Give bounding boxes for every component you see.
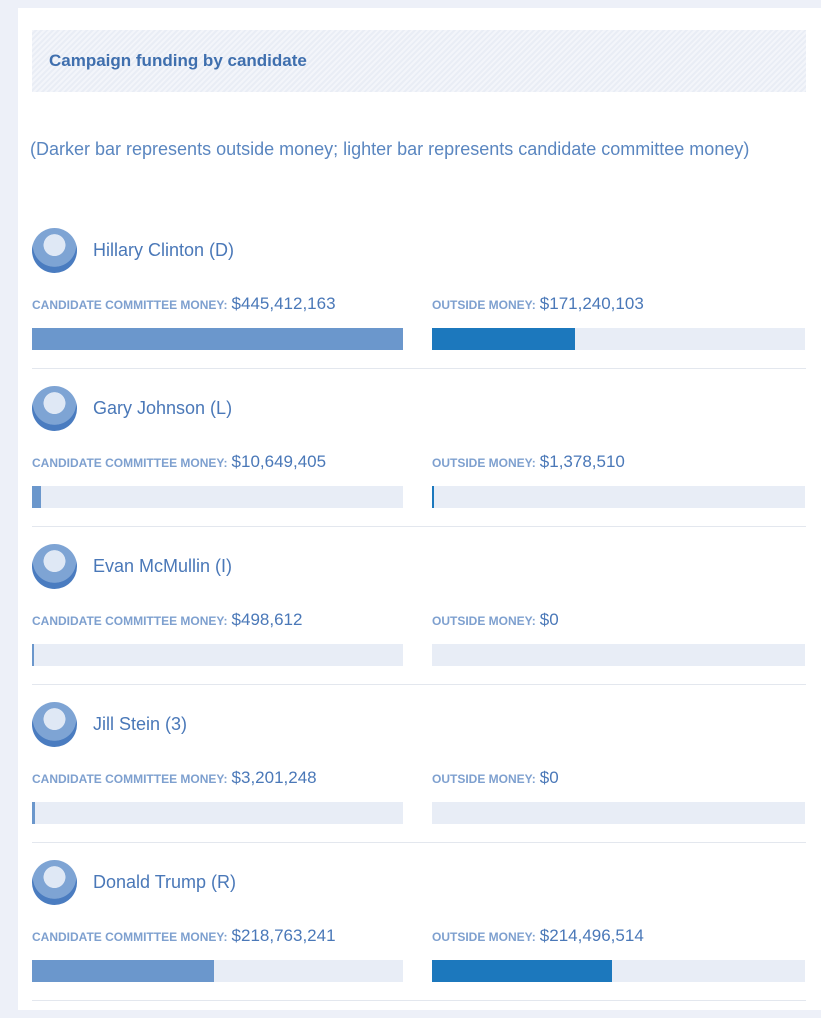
candidate: Evan McMullin (I) CANDIDATE COMMITTEE MON… [32,544,806,702]
outside-bar [432,328,576,350]
outside-amount: $0 [539,610,559,629]
committee-track [32,486,403,508]
panel: Campaign funding by candidate (Darker ba… [18,8,821,1010]
outside-caption: OUTSIDE MONEY: [432,772,536,786]
outside-amount: $0 [539,768,559,787]
committee-track [32,328,403,350]
candidate-name: Jill Stein (3) [93,714,188,734]
outside-amount: $214,496,514 [539,926,644,945]
candidate: Hillary Clinton (D) CANDIDATE COMMITTEE M… [32,228,806,386]
avatar [32,228,77,273]
avatar [32,702,77,747]
outside-caption: OUTSIDE MONEY: [432,298,536,312]
avatar [32,386,77,431]
separator [32,842,806,843]
committee-bar [32,644,34,666]
outside-amount: $1,378,510 [539,452,625,471]
committee-label: CANDIDATE COMMITTEE MONEY: $445,412,163 [32,294,336,314]
committee-amount: $218,763,241 [231,926,336,945]
outside-label: OUTSIDE MONEY: $214,496,514 [432,926,644,946]
candidate: Donald Trump (R) CANDIDATE COMMITTEE MONE… [32,860,806,1018]
committee-label: CANDIDATE COMMITTEE MONEY: $218,763,241 [32,926,336,946]
separator [32,526,806,527]
avatar [32,860,77,905]
outside-caption: OUTSIDE MONEY: [432,456,536,470]
candidate: Gary Johnson (L) CANDIDATE COMMITTEE MONE… [32,386,806,544]
committee-caption: CANDIDATE COMMITTEE MONEY: [32,930,228,944]
outside-track [432,802,805,824]
committee-bar [32,486,41,508]
outside-bar [432,486,434,508]
committee-amount: $3,201,248 [231,768,317,787]
committee-track [32,960,403,982]
committee-bar [32,960,215,982]
committee-label: CANDIDATE COMMITTEE MONEY: $498,612 [32,610,302,630]
avatar [32,544,77,589]
outside-track [432,644,805,666]
title: Campaign funding by candidate [49,51,307,70]
outside-amount: $171,240,103 [539,294,644,313]
candidate-name: Donald Trump (R) [93,872,237,892]
separator [32,684,806,685]
committee-caption: CANDIDATE COMMITTEE MONEY: [32,298,228,312]
outside-label: OUTSIDE MONEY: $0 [432,610,559,630]
outside-caption: OUTSIDE MONEY: [432,614,536,628]
candidate-name: Evan McMullin (I) [93,556,233,576]
outside-track [432,486,805,508]
candidate-name: Hillary Clinton (D) [93,240,235,260]
candidate-name: Gary Johnson (L) [93,398,233,418]
outside-label: OUTSIDE MONEY: $0 [432,768,559,788]
committee-label: CANDIDATE COMMITTEE MONEY: $10,649,405 [32,452,326,472]
committee-label: CANDIDATE COMMITTEE MONEY: $3,201,248 [32,768,317,788]
committee-caption: CANDIDATE COMMITTEE MONEY: [32,614,228,628]
separator [32,1000,806,1001]
committee-bar [32,802,35,824]
outside-caption: OUTSIDE MONEY: [432,930,536,944]
candidate: Jill Stein (3) CANDIDATE COMMITTEE MONEY:… [32,702,806,860]
committee-track [32,644,403,666]
outside-label: OUTSIDE MONEY: $1,378,510 [432,452,625,472]
committee-bar [32,328,403,350]
committee-caption: CANDIDATE COMMITTEE MONEY: [32,456,228,470]
committee-amount: $498,612 [231,610,303,629]
outside-track [432,960,805,982]
outside-track [432,328,805,350]
outside-label: OUTSIDE MONEY: $171,240,103 [432,294,644,314]
note: (Darker bar represents outside money; li… [30,139,750,159]
committee-track [32,802,403,824]
separator [32,368,806,369]
committee-caption: CANDIDATE COMMITTEE MONEY: [32,772,228,786]
header: Campaign funding by candidate [32,30,806,92]
outside-bar [432,960,612,982]
committee-amount: $445,412,163 [231,294,336,313]
committee-amount: $10,649,405 [231,452,327,471]
